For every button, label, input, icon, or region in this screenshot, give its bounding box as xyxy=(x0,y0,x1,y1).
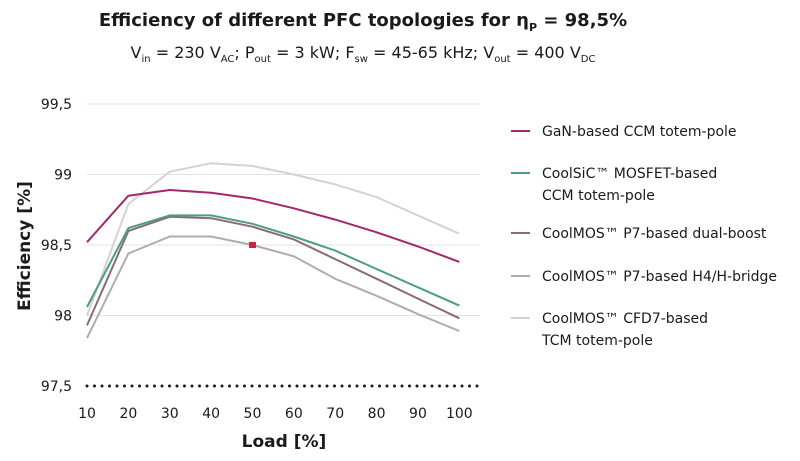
marker-layer xyxy=(248,242,256,248)
efficiency-marker xyxy=(248,242,256,248)
x-tick-label: 30 xyxy=(161,406,179,422)
y-tick-label: 99 xyxy=(54,168,72,184)
legend-label: CoolMOS™ CFD7-based xyxy=(542,311,708,327)
series-line-5 xyxy=(86,162,460,316)
x-tick-label: 80 xyxy=(368,406,386,422)
series-line-3 xyxy=(86,215,460,326)
legend-label: CoolMOS™ P7-based H4/H-bridge xyxy=(542,269,777,285)
legend-label: CoolMOS™ P7-based dual-boost xyxy=(542,226,767,242)
series-line-2 xyxy=(86,214,460,308)
series-line-4 xyxy=(86,235,460,339)
x-tick-label: 70 xyxy=(326,406,344,422)
chart-title: Efficiency of different PFC topologies f… xyxy=(99,10,627,34)
y-tick-label: 98 xyxy=(54,309,72,325)
y-tick-labels: 97,5 98 98,5 99 99,5 xyxy=(41,97,72,395)
legend: GaN-based CCM totem-pole CoolSiC™ MOSFET-… xyxy=(511,124,777,349)
x-tick-label: 50 xyxy=(244,406,262,422)
series-lines xyxy=(86,162,460,339)
y-tick-label: 98,5 xyxy=(41,238,72,254)
grid-lines xyxy=(85,103,482,388)
chart-subtitle: Vin = 230 VAC; Pout = 3 kW; Fsw = 45-65 … xyxy=(131,43,596,65)
x-tick-label: 100 xyxy=(446,406,473,422)
x-tick-label: 10 xyxy=(78,406,96,422)
legend-label: CoolSiC™ MOSFET-based xyxy=(542,166,717,182)
legend-label: TCM totem-pole xyxy=(541,333,653,349)
y-tick-label: 99,5 xyxy=(41,97,72,113)
legend-label: GaN-based CCM totem-pole xyxy=(542,124,737,140)
x-tick-labels: 10 20 30 40 50 60 70 80 90 100 xyxy=(78,406,473,422)
legend-label: CCM totem-pole xyxy=(542,188,655,204)
x-tick-label: 20 xyxy=(119,406,137,422)
y-tick-label: 97,5 xyxy=(41,379,72,395)
x-tick-label: 40 xyxy=(202,406,220,422)
x-tick-label: 60 xyxy=(285,406,303,422)
x-axis-label: Load [%] xyxy=(242,432,327,452)
x-tick-label: 90 xyxy=(409,406,427,422)
series-line-1 xyxy=(86,189,460,263)
y-axis-label: Efficiency [%] xyxy=(15,181,35,311)
